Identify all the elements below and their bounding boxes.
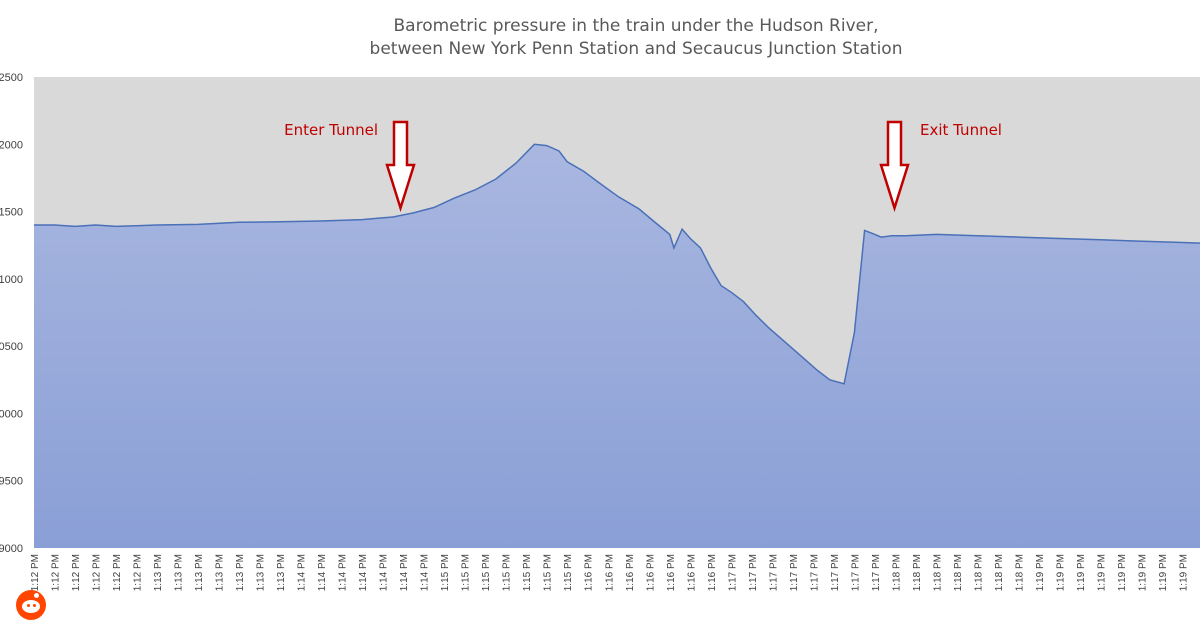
x-tick-label: 1:18 PM xyxy=(953,554,964,591)
x-tick-label: 1:13 PM xyxy=(194,554,205,591)
x-tick-label: 1:18 PM xyxy=(994,554,1005,591)
x-tick-label: 1:14 PM xyxy=(399,554,410,591)
x-tick-label: 1:15 PM xyxy=(543,554,554,591)
x-tick-label: 1:18 PM xyxy=(912,554,923,591)
y-axis: 2500 2000 1500 1000 0500 0000 9500 9000 xyxy=(0,72,23,555)
x-tick-label: 1:16 PM xyxy=(604,554,615,591)
x-tick-label: 1:14 PM xyxy=(358,554,369,591)
x-axis: 1:12 PM 1:12 PM 1:12 PM 1:12 PM 1:12 PM 1:12 … xyxy=(30,554,1190,591)
x-tick-label: 1:13 PM xyxy=(153,554,164,591)
x-tick-label: 1:13 PM xyxy=(235,554,246,591)
x-tick-label: 1:17 PM xyxy=(748,554,759,591)
x-tick-label: 1:14 PM xyxy=(297,554,308,591)
x-tick-label: 1:19 PM xyxy=(1056,554,1067,591)
x-tick-label: 1:13 PM xyxy=(276,554,287,591)
x-tick-label: 1:19 PM xyxy=(1138,554,1149,591)
x-tick-label: 1:12 PM xyxy=(51,554,62,591)
enter-tunnel-annotation: Enter Tunnel xyxy=(284,120,416,213)
x-tick-label: 1:18 PM xyxy=(932,554,943,591)
y-tick-label: 9000 xyxy=(0,543,23,555)
x-tick-label: 1:14 PM xyxy=(317,554,328,591)
exit-tunnel-annotation: Exit Tunnel xyxy=(879,120,1002,213)
x-tick-label: 1:13 PM xyxy=(256,554,267,591)
chart-title-line-2: between New York Penn Station and Secauc… xyxy=(370,39,903,59)
x-tick-label: 1:15 PM xyxy=(461,554,472,591)
x-tick-label: 1:18 PM xyxy=(973,554,984,591)
x-tick-label: 1:17 PM xyxy=(850,554,861,591)
x-tick-label: 1:18 PM xyxy=(1014,554,1025,591)
x-tick-label: 1:14 PM xyxy=(379,554,390,591)
x-tick-label: 1:19 PM xyxy=(1097,554,1108,591)
pressure-area xyxy=(34,144,1200,548)
x-tick-label: 1:15 PM xyxy=(563,554,574,591)
x-tick-label: 1:12 PM xyxy=(30,554,41,591)
chart-title-line-1: Barometric pressure in the train under t… xyxy=(394,16,879,36)
x-tick-label: 1:19 PM xyxy=(1158,554,1169,591)
exit-tunnel-arrow-icon xyxy=(879,120,910,213)
x-tick-label: 1:16 PM xyxy=(686,554,697,591)
x-tick-label: 1:13 PM xyxy=(215,554,226,591)
x-tick-label: 1:19 PM xyxy=(1117,554,1128,591)
x-tick-label: 1:16 PM xyxy=(584,554,595,591)
x-tick-label: 1:17 PM xyxy=(789,554,800,591)
y-tick-label: 9500 xyxy=(0,476,23,488)
y-tick-label: 0500 xyxy=(0,341,23,353)
x-tick-label: 1:14 PM xyxy=(420,554,431,591)
pressure-line xyxy=(34,143,1200,385)
x-tick-label: 1:16 PM xyxy=(707,554,718,591)
y-tick-label: 1500 xyxy=(0,207,23,219)
x-tick-label: 1:15 PM xyxy=(522,554,533,591)
x-tick-label: 1:15 PM xyxy=(440,554,451,591)
x-tick-label: 1:17 PM xyxy=(768,554,779,591)
x-tick-label: 1:17 PM xyxy=(871,554,882,591)
y-tick-label: 1000 xyxy=(0,274,23,286)
exit-tunnel-label: Exit Tunnel xyxy=(920,121,1002,139)
x-tick-label: 1:12 PM xyxy=(133,554,144,591)
reddit-logo-icon xyxy=(16,590,46,620)
x-tick-label: 1:13 PM xyxy=(174,554,185,591)
x-tick-label: 1:19 PM xyxy=(1035,554,1046,591)
x-tick-label: 1:19 PM xyxy=(1179,554,1190,591)
x-tick-label: 1:15 PM xyxy=(502,554,513,591)
enter-tunnel-label: Enter Tunnel xyxy=(284,121,378,139)
y-tick-label: 2500 xyxy=(0,72,23,84)
x-tick-label: 1:19 PM xyxy=(1076,554,1087,591)
x-tick-label: 1:16 PM xyxy=(666,554,677,591)
x-tick-label: 1:12 PM xyxy=(92,554,103,591)
x-tick-label: 1:12 PM xyxy=(112,554,123,591)
x-tick-label: 1:16 PM xyxy=(645,554,656,591)
enter-tunnel-arrow-icon xyxy=(385,120,416,213)
x-tick-label: 1:12 PM xyxy=(71,554,82,591)
x-tick-label: 1:17 PM xyxy=(830,554,841,591)
x-tick-label: 1:16 PM xyxy=(625,554,636,591)
y-tick-label: 2000 xyxy=(0,139,23,151)
x-tick-label: 1:17 PM xyxy=(727,554,738,591)
x-tick-label: 1:15 PM xyxy=(481,554,492,591)
x-tick-label: 1:14 PM xyxy=(338,554,349,591)
x-tick-label: 1:18 PM xyxy=(891,554,902,591)
y-tick-label: 0000 xyxy=(0,408,23,420)
x-tick-label: 1:17 PM xyxy=(809,554,820,591)
